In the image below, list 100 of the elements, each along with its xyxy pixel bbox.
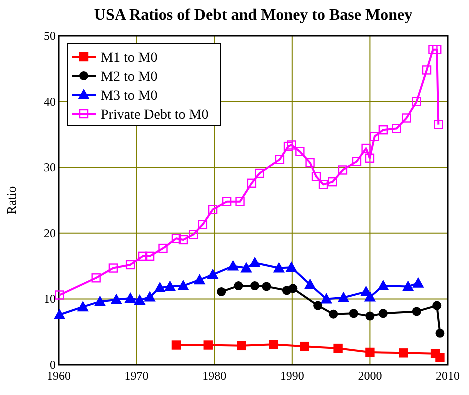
point	[412, 278, 424, 288]
point	[392, 124, 402, 134]
point	[204, 340, 213, 350]
point	[318, 180, 328, 190]
x-tick-label: 2010	[436, 369, 460, 383]
y-tick-label: 0	[50, 358, 56, 372]
point	[288, 284, 298, 294]
point	[164, 281, 176, 292]
point	[399, 348, 408, 358]
legend-label: M1 to M0	[101, 51, 158, 66]
point	[172, 234, 182, 244]
point	[362, 144, 371, 154]
point	[269, 340, 278, 350]
point	[198, 220, 208, 230]
point	[247, 178, 257, 188]
x-tick-label: 1990	[280, 369, 304, 383]
x-tick-label: 1970	[124, 369, 149, 383]
y-tick-label: 20	[44, 226, 56, 240]
point	[378, 309, 388, 318]
point	[312, 172, 322, 182]
point	[255, 168, 264, 178]
point	[241, 262, 252, 273]
point	[436, 353, 445, 362]
point	[422, 66, 432, 75]
point	[412, 97, 422, 106]
point	[402, 281, 414, 292]
point	[366, 312, 375, 321]
point	[328, 177, 338, 187]
point	[55, 290, 64, 300]
point	[178, 280, 189, 291]
point	[306, 158, 315, 168]
x-tick-label: 2000	[358, 369, 382, 383]
point	[262, 282, 272, 292]
point	[78, 302, 89, 312]
point	[338, 166, 348, 175]
point	[138, 252, 148, 262]
legend-label: M3 to M0	[101, 89, 158, 104]
x-tick-label: 1980	[202, 369, 227, 383]
legend-label: Private Debt to M0	[101, 108, 209, 123]
point	[217, 287, 226, 296]
point	[432, 301, 442, 310]
point	[432, 45, 442, 54]
point	[364, 292, 376, 302]
point	[134, 295, 146, 306]
point	[366, 348, 375, 358]
point	[54, 309, 66, 320]
point	[378, 280, 389, 291]
point	[145, 252, 155, 262]
point	[274, 262, 285, 273]
point	[300, 342, 310, 352]
point	[158, 244, 168, 254]
chart-title: USA Ratios of Debt and Money to Base Money	[94, 7, 413, 24]
y-tick-label: 10	[44, 292, 56, 306]
point	[144, 292, 156, 302]
x-tick-label: 1960	[47, 369, 71, 383]
point	[284, 142, 294, 152]
point	[250, 258, 261, 268]
point	[314, 301, 323, 310]
point	[321, 294, 332, 304]
point	[378, 125, 388, 135]
point	[370, 132, 380, 142]
point	[287, 140, 296, 150]
point	[92, 274, 101, 283]
point	[208, 269, 219, 280]
point	[352, 157, 362, 166]
point	[178, 235, 188, 245]
point	[154, 282, 166, 293]
point	[228, 260, 239, 271]
point	[434, 120, 444, 130]
point	[172, 340, 182, 350]
point	[234, 282, 244, 291]
point	[194, 274, 206, 285]
y-tick-label: 30	[44, 160, 56, 175]
point	[334, 344, 343, 354]
point	[329, 310, 338, 319]
point	[250, 282, 260, 291]
point	[188, 230, 198, 240]
point	[349, 309, 358, 318]
point	[125, 293, 136, 304]
point	[111, 294, 122, 304]
point	[222, 197, 232, 206]
point	[286, 262, 298, 272]
point	[126, 260, 136, 270]
point	[412, 307, 422, 316]
point	[296, 147, 305, 156]
point	[402, 114, 412, 123]
point	[108, 264, 118, 273]
point	[365, 154, 375, 163]
y-tick-label: 50	[44, 29, 56, 43]
point	[237, 341, 246, 351]
point	[338, 292, 350, 302]
point	[436, 328, 445, 338]
point	[208, 205, 218, 214]
y-tick-label: 40	[44, 94, 56, 109]
point	[428, 45, 438, 54]
legend-label: M2 to M0	[101, 70, 158, 85]
y-axis-title: Ratio	[4, 186, 19, 215]
point	[236, 197, 245, 206]
point	[94, 296, 106, 306]
point	[304, 279, 316, 290]
